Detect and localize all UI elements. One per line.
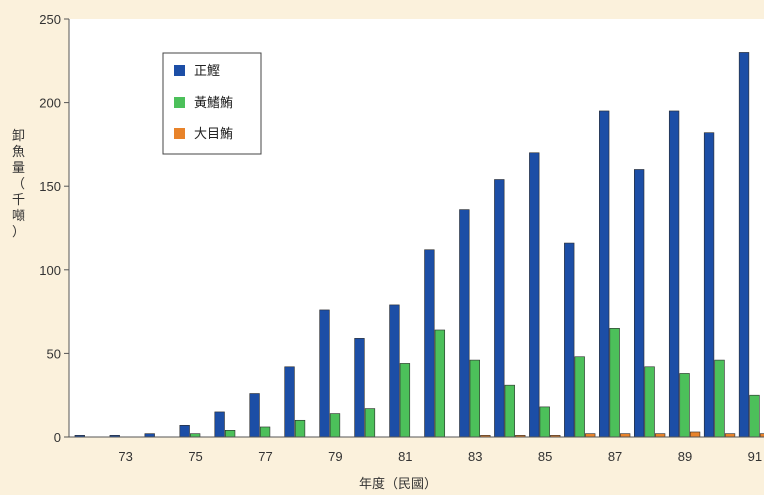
legend-label-bigeye: 大目鮪 <box>194 127 233 142</box>
bar-series0-85 <box>529 152 540 438</box>
bar-series0-80 <box>354 338 365 438</box>
bar-series1-91 <box>749 394 760 438</box>
legend-label-skipjack: 正鰹 <box>194 64 220 79</box>
x-tick-label: 75 <box>188 449 202 464</box>
bar-series1-79 <box>329 413 341 438</box>
y-axis-title: 卸魚量（千噸） <box>12 128 25 240</box>
bar-series1-90 <box>714 359 725 438</box>
bar-series1-78 <box>294 419 306 438</box>
bar-series0-87 <box>599 110 610 438</box>
bar-series1-89 <box>679 373 690 438</box>
bar-series2-89 <box>689 431 701 438</box>
x-tick-label: 81 <box>398 449 412 464</box>
bar-series2-90 <box>724 433 736 438</box>
bar-series0-89 <box>668 110 680 438</box>
y-ticks-group: 0 50 100 150 200 250 <box>39 12 69 445</box>
bar-series0-86 <box>564 242 575 438</box>
bar-series0-84 <box>494 179 505 438</box>
x-tick-label: 83 <box>468 449 482 464</box>
bar-series0-88 <box>633 169 645 438</box>
bar-series1-76 <box>224 430 236 438</box>
bar-series1-80 <box>364 408 376 438</box>
bar-series1-86 <box>574 356 585 438</box>
bar-series2-87 <box>620 433 631 438</box>
y-tick-label: 50 <box>47 346 61 361</box>
legend: 正鰹 黃鰭鮪 大目鮪 <box>162 52 262 155</box>
bar-series0-74 <box>144 433 155 438</box>
bar-series1-84 <box>504 384 515 438</box>
x-tick-label: 77 <box>258 449 272 464</box>
bar-series2-88 <box>654 433 666 438</box>
x-tick-label: 91 <box>748 449 762 464</box>
x-tick-label: 85 <box>538 449 552 464</box>
x-tick-label: 79 <box>328 449 342 464</box>
bar-series0-79 <box>319 309 330 438</box>
bar-series0-78 <box>284 366 295 438</box>
bar-series0-83 <box>459 209 470 438</box>
x-ticks-group: 73 75 77 79 81 83 85 87 89 91 <box>118 449 762 464</box>
bar-series1-77 <box>259 426 271 438</box>
x-tick-label: 87 <box>608 449 622 464</box>
bar-series1-82 <box>434 329 446 438</box>
bar-series2-86 <box>585 433 596 438</box>
bar-series2-91 <box>759 433 764 438</box>
bar-series0-91 <box>738 52 750 438</box>
x-tick-label: 73 <box>118 449 132 464</box>
bar-series1-83 <box>469 359 480 438</box>
y-tick-label: 100 <box>39 263 61 278</box>
bar-series0-75 <box>179 424 190 438</box>
legend-swatch-yellowfin <box>174 97 185 108</box>
y-tick-label: 150 <box>39 179 61 194</box>
y-tick-label: 0 <box>54 430 61 445</box>
bar-series1-75 <box>190 433 201 438</box>
x-tick-label: 89 <box>678 449 692 464</box>
bar-series1-87 <box>609 328 620 438</box>
bar-series1-85 <box>539 406 550 438</box>
legend-label-yellowfin: 黃鰭鮪 <box>194 96 233 111</box>
bar-series1-88 <box>644 366 655 438</box>
legend-swatch-skipjack <box>174 65 185 76</box>
bar-series1-81 <box>399 363 411 438</box>
bar-series0-90 <box>703 132 715 438</box>
x-axis-title: 年度（民國） <box>359 476 437 492</box>
bar-series0-76 <box>214 411 225 438</box>
bar-series0-77 <box>249 393 260 438</box>
y-tick-label: 250 <box>39 12 61 27</box>
y-tick-label: 200 <box>39 96 61 111</box>
legend-swatch-bigeye <box>174 128 185 139</box>
bar-series0-82 <box>424 249 435 438</box>
bar-series0-81 <box>389 304 400 438</box>
